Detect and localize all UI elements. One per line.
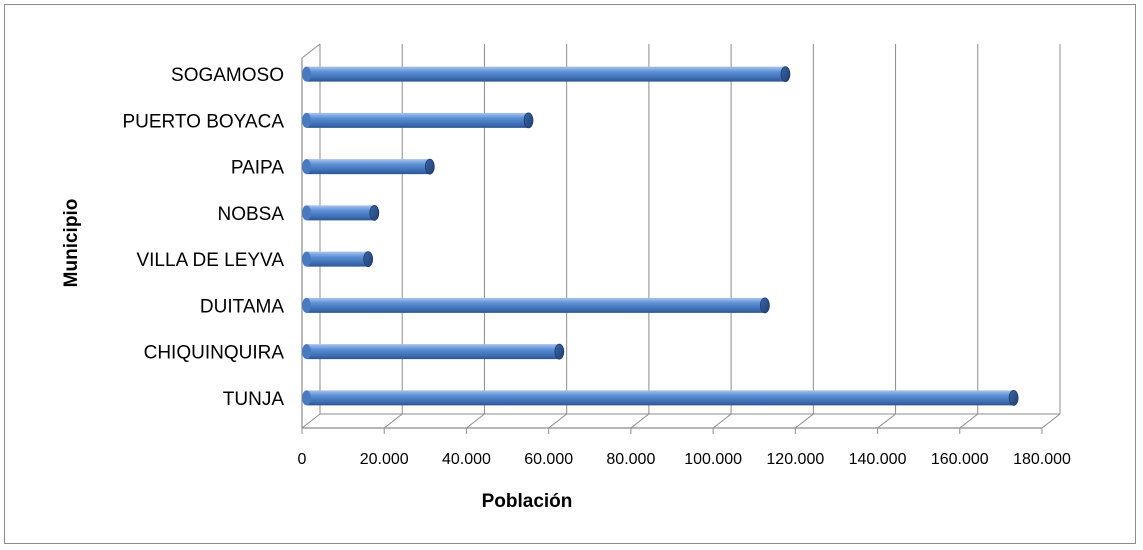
x-tick-label: 120.000 [766,451,824,468]
bar-body [306,297,765,313]
bar-chart: 0 20.000 40.000 60.000 80.000 100.000 120.000 1… [61,43,1071,512]
bar [302,251,374,268]
category-label: NOBSA [217,204,284,225]
bar [302,66,791,83]
bar-body [306,112,529,128]
labels: 0 20.000 40.000 60.000 80.000 100.000 120.000 1… [122,65,1071,468]
bar-start-cap [302,390,311,406]
bar [302,112,534,129]
gridline-floor [877,413,896,429]
bar-body [306,251,369,267]
bar-end-cap [759,297,770,314]
gridline-floor [795,413,814,429]
bars [302,66,1019,406]
gridline-floor [466,413,485,429]
axes [301,43,1060,434]
x-tick-label: 40.000 [442,451,491,468]
gridlines [301,44,1061,429]
gridline-floor [1041,413,1061,429]
category-label: SOGAMOSO [171,65,284,86]
bar-body [306,344,560,360]
bar [302,343,565,360]
bar [302,158,435,175]
x-tick-label: 180.000 [1013,451,1071,468]
x-tick-label: 0 [298,451,307,468]
x-tick-label: 20.000 [360,451,409,468]
gridline-floor [712,413,732,429]
bar [302,297,770,314]
y-axis-title: Municipio [61,199,82,288]
category-label: TUNJA [223,389,285,410]
category-label: CHIQUINQUIRA [144,343,285,364]
category-label: PAIPA [231,158,284,179]
bar-start-cap [302,159,311,175]
bar-end-cap [554,343,565,360]
bar-body [306,205,375,221]
x-tick-label: 80.000 [606,451,655,468]
bar [302,204,380,221]
bar-start-cap [302,297,311,313]
bar-start-cap [302,251,311,267]
category-label: PUERTO BOYACA [122,111,284,132]
y-axis-depth-top [301,43,321,59]
bar-end-cap [523,112,534,129]
bar-start-cap [302,66,311,82]
bar-start-cap [302,112,311,128]
x-tick-label: 140.000 [849,451,907,468]
x-axis-title: Población [482,491,573,512]
bar-body [306,66,786,82]
gridline-floor [630,413,650,429]
bar [302,389,1019,406]
category-label: VILLA DE LEYVA [136,250,284,271]
chart-frame: 0 20.000 40.000 60.000 80.000 100.000 120.000 1… [4,4,1136,544]
bar-end-cap [369,204,380,221]
bar-end-cap [424,158,435,175]
bar-body [306,159,430,175]
bar-body [306,390,1014,406]
x-tick-label: 160.000 [931,451,989,468]
bar-end-cap [1008,389,1019,406]
bar-end-cap [363,251,374,268]
bar-start-cap [302,205,311,221]
x-tick-label: 60.000 [524,451,573,468]
gridline-floor [383,413,403,429]
gridline-floor [548,413,567,429]
gridline-floor [301,413,321,429]
bar-start-cap [302,344,311,360]
x-tick-label: 100.000 [684,451,742,468]
bar-end-cap [780,66,791,83]
gridline-floor [959,413,979,429]
category-label: DUITAMA [200,296,284,317]
